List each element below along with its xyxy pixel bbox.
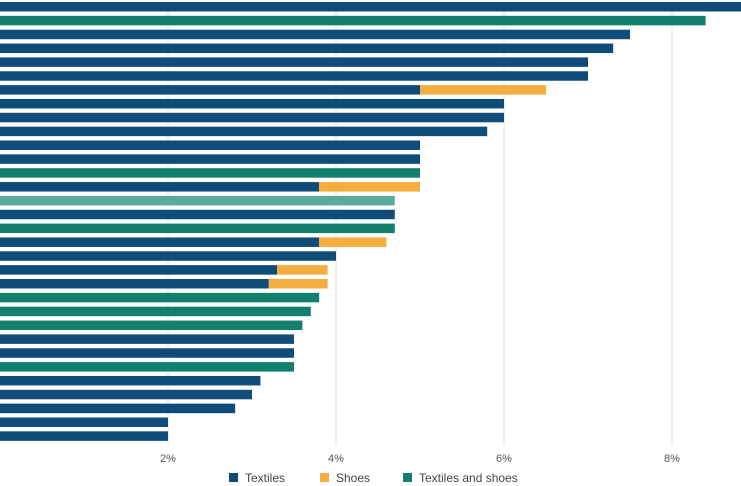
legend-swatch — [229, 473, 238, 482]
bar — [0, 320, 303, 331]
bar — [0, 98, 504, 109]
bar — [0, 29, 630, 40]
bar-segment-shoes — [420, 85, 546, 95]
bar-segment-shoes — [319, 237, 387, 247]
bar — [0, 279, 269, 289]
legend-label: Textiles and shoes — [419, 471, 518, 485]
bar-segment-shoes — [277, 265, 328, 275]
bar — [0, 85, 420, 95]
legend: Textiles Shoes Textiles and shoes — [229, 471, 518, 485]
bar-segment-shoes — [319, 182, 420, 192]
bar — [0, 265, 278, 275]
bar — [0, 154, 420, 164]
bar — [0, 375, 261, 386]
x-tick-label: 6% — [496, 453, 512, 465]
legend-swatch — [320, 473, 329, 482]
bar — [0, 237, 320, 247]
bar — [0, 348, 294, 358]
bar — [0, 140, 420, 150]
bar — [0, 126, 488, 137]
bar — [0, 292, 320, 303]
x-axis-ticks: 2% 4% 6% 8% — [160, 453, 680, 465]
bar — [0, 182, 320, 192]
bar — [0, 43, 614, 54]
bar — [0, 112, 504, 123]
bar — [0, 417, 168, 427]
x-tick-label: 8% — [664, 453, 680, 465]
bar — [0, 209, 395, 220]
bar — [0, 223, 395, 234]
bars — [0, 2, 741, 441]
bar — [0, 71, 588, 81]
x-tick-label: 4% — [328, 453, 344, 465]
bar — [0, 389, 252, 400]
bar — [0, 362, 294, 372]
legend-swatch — [403, 473, 412, 482]
x-tick-label: 2% — [160, 453, 176, 465]
bar — [0, 334, 294, 344]
bar — [0, 431, 168, 441]
bar — [0, 403, 236, 414]
bar — [0, 195, 395, 206]
legend-label: Textiles — [245, 471, 285, 485]
bar — [0, 306, 311, 317]
bar — [0, 168, 420, 178]
bar — [0, 15, 706, 26]
bar — [0, 2, 741, 12]
legend-label: Shoes — [336, 471, 370, 485]
bar — [0, 57, 588, 67]
bar — [0, 251, 336, 261]
bar-segment-shoes — [268, 279, 328, 289]
